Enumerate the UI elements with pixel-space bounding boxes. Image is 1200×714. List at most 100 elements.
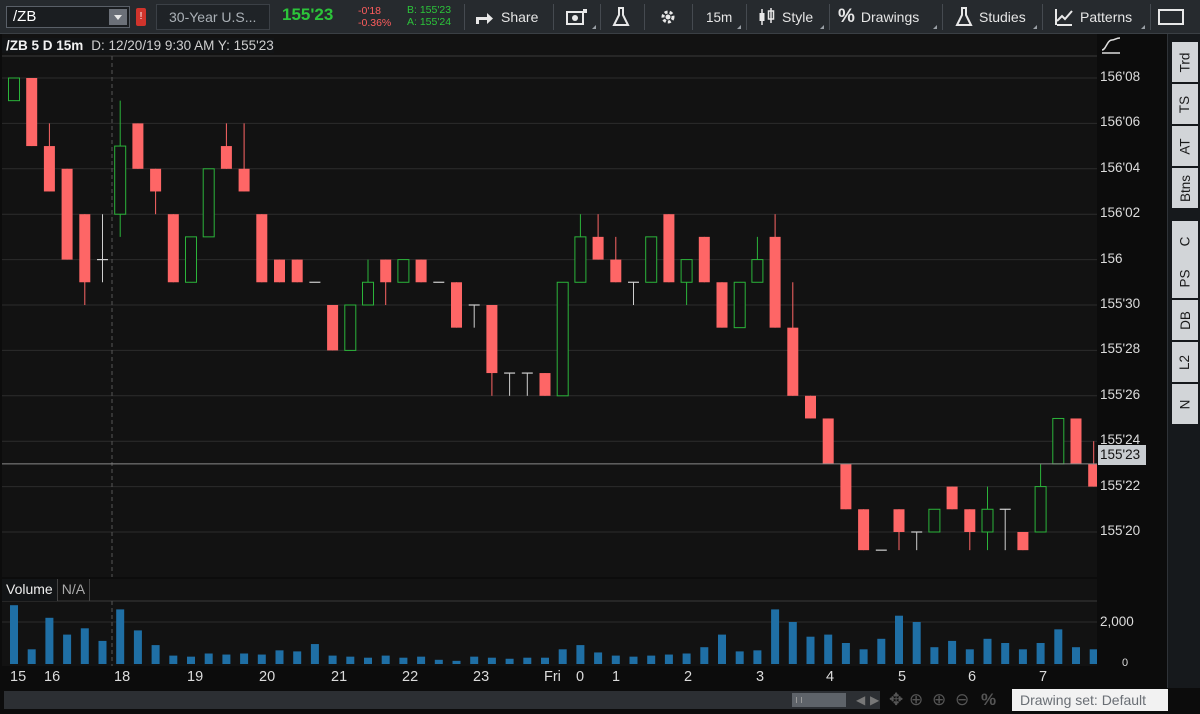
patterns-button[interactable]: Patterns bbox=[1054, 0, 1132, 34]
scroll-right-icon[interactable]: ▶ bbox=[870, 693, 880, 707]
volume-bar bbox=[98, 640, 107, 664]
candle-body bbox=[61, 168, 73, 260]
flask-icon bbox=[612, 7, 630, 26]
percent-icon[interactable]: % bbox=[981, 690, 997, 709]
price-label: 156'08 bbox=[1100, 69, 1141, 84]
studies-label: Studies bbox=[979, 9, 1026, 25]
candle-body bbox=[592, 236, 604, 260]
volume-bar bbox=[45, 617, 54, 664]
price-label: 155'24 bbox=[1100, 432, 1141, 448]
studies-button[interactable]: Studies bbox=[955, 0, 1026, 34]
side-tab-label: L2 bbox=[1177, 354, 1193, 370]
time-label: 19 bbox=[187, 669, 204, 685]
grid-layout-icon bbox=[1158, 9, 1184, 25]
patterns-label: Patterns bbox=[1080, 9, 1133, 25]
price-chart[interactable] bbox=[2, 34, 1097, 577]
dropdown-indicator bbox=[1141, 25, 1145, 29]
chart-cursor-info: D: 12/20/19 9:30 AM Y: 155'23 bbox=[87, 37, 274, 53]
divider bbox=[692, 4, 693, 30]
candle-body bbox=[362, 281, 374, 306]
volume-bar bbox=[505, 658, 514, 664]
side-tab-btns[interactable]: Btns bbox=[1172, 168, 1198, 208]
candle-body bbox=[610, 259, 622, 283]
volume-label[interactable]: Volume bbox=[2, 579, 58, 601]
current-price-tag: 155'23 bbox=[1098, 445, 1146, 465]
divider bbox=[1042, 4, 1043, 30]
side-tab-label: Trd bbox=[1177, 52, 1193, 72]
scrollbar-thumb[interactable] bbox=[792, 693, 846, 707]
flask-button[interactable] bbox=[612, 0, 630, 34]
side-tab-label: TS bbox=[1177, 95, 1193, 113]
share-icon bbox=[476, 13, 493, 24]
volume-bar bbox=[346, 656, 355, 664]
volume-bar bbox=[912, 622, 921, 664]
instrument-description[interactable]: 30-Year U.S... bbox=[156, 4, 270, 30]
side-tab-at[interactable]: AT bbox=[1172, 126, 1198, 166]
volume-bar bbox=[27, 649, 36, 664]
side-tab-c[interactable]: C bbox=[1172, 221, 1198, 261]
chart-header: /ZB 5 D 15m D: 12/20/19 9:30 AM Y: 155'2… bbox=[2, 34, 274, 56]
volume-chart[interactable] bbox=[2, 579, 1097, 666]
crosshair-icon[interactable]: ⊕ bbox=[909, 690, 924, 709]
divider bbox=[1150, 4, 1151, 30]
volume-bar bbox=[1089, 649, 1097, 664]
drawings-button[interactable]: % Drawings bbox=[838, 0, 919, 34]
side-tab-ts[interactable]: TS bbox=[1172, 84, 1198, 124]
candle-body bbox=[539, 373, 551, 396]
side-tab-db[interactable]: DB bbox=[1172, 300, 1198, 340]
horizontal-scrollbar[interactable] bbox=[4, 691, 880, 709]
price-axis[interactable] bbox=[1097, 56, 1165, 577]
timeframe-button[interactable]: 15m bbox=[706, 9, 733, 25]
volume-bar bbox=[434, 659, 443, 664]
alert-flag-icon[interactable]: ! bbox=[136, 8, 146, 26]
side-tab-ps[interactable]: PS bbox=[1172, 258, 1198, 298]
bid-ask: B: 155'23 A: 155'24 bbox=[407, 4, 451, 28]
style-button[interactable]: Style bbox=[758, 0, 813, 34]
pan-icon[interactable]: ✥ bbox=[889, 690, 904, 709]
chevron-down-icon[interactable] bbox=[109, 9, 127, 25]
drawing-set-selector[interactable]: Drawing set: Default bbox=[1012, 689, 1168, 711]
share-button[interactable]: Share bbox=[474, 0, 538, 34]
volume-bar bbox=[771, 609, 780, 664]
candle-body bbox=[415, 259, 427, 283]
volume-bar bbox=[841, 643, 850, 664]
symbol-selector[interactable]: /ZB bbox=[6, 6, 130, 28]
zoom-out-icon[interactable]: ⊖ bbox=[955, 690, 970, 709]
settings-button[interactable] bbox=[659, 0, 677, 34]
volume-bar bbox=[1018, 649, 1027, 664]
volume-axis-label: 2,000 bbox=[1100, 614, 1134, 629]
scroll-left-icon[interactable]: ◀ bbox=[856, 693, 866, 707]
volume-bar bbox=[930, 647, 939, 664]
candle-body bbox=[220, 146, 232, 169]
time-label: 7 bbox=[1039, 669, 1048, 685]
time-label: Fri bbox=[544, 669, 561, 685]
dropdown-indicator bbox=[933, 25, 937, 29]
time-label: 23 bbox=[473, 669, 490, 685]
side-tab-l2[interactable]: L2 bbox=[1172, 342, 1198, 382]
pattern-icon bbox=[1055, 9, 1073, 26]
volume-bar bbox=[364, 657, 372, 664]
price-label: 155'20 bbox=[1100, 523, 1141, 538]
dropdown-indicator bbox=[592, 25, 596, 29]
volume-bar bbox=[523, 657, 532, 664]
volume-bar bbox=[470, 656, 479, 664]
time-label: 16 bbox=[44, 669, 61, 685]
chart-symbol-period[interactable]: /ZB 5 D 15m bbox=[2, 37, 88, 53]
candle-body bbox=[132, 123, 144, 169]
side-tab-n[interactable]: N bbox=[1172, 384, 1198, 424]
candle-body bbox=[344, 304, 357, 351]
volume-bar bbox=[682, 653, 691, 664]
dropdown-indicator bbox=[820, 25, 824, 29]
price-label: 155'22 bbox=[1100, 477, 1141, 493]
volume-bar bbox=[788, 622, 797, 664]
candle-body bbox=[840, 463, 852, 510]
volume-bar bbox=[948, 640, 957, 664]
time-label: 21 bbox=[331, 669, 348, 685]
style-settings-button[interactable] bbox=[1100, 36, 1122, 59]
percent-change: -0.36% bbox=[358, 17, 392, 29]
layout-button[interactable] bbox=[1158, 0, 1184, 34]
candlestick-icon bbox=[759, 8, 775, 25]
screenshot-button[interactable] bbox=[566, 0, 588, 34]
zoom-in-icon[interactable]: ⊕ bbox=[932, 690, 947, 709]
side-tab-trd[interactable]: Trd bbox=[1172, 42, 1198, 82]
